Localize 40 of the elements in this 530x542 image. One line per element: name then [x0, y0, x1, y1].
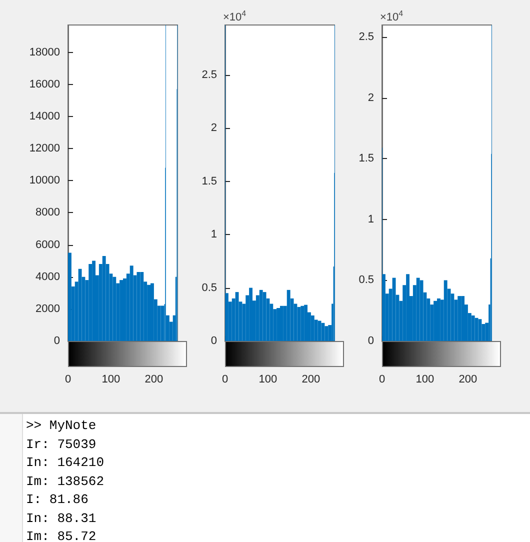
- x-tick-label: 0: [222, 374, 228, 386]
- y-tick-label: 0.5: [358, 274, 374, 286]
- y-tick-label: 12000: [29, 142, 60, 155]
- x-tick-label: 100: [258, 374, 278, 386]
- y-tick-label: 1: [210, 228, 217, 241]
- y-tick-label: 0: [54, 335, 60, 347]
- y-tick-label: 2.5: [358, 31, 374, 44]
- x-tick-label: 100: [416, 374, 434, 386]
- text: In: 164210: [26, 455, 104, 470]
- y-tick-label: 1.5: [202, 175, 217, 188]
- y-tick-label: 0: [210, 335, 217, 347]
- y-tick-label: 6000: [36, 238, 60, 251]
- text: I: 81.86: [26, 492, 88, 507]
- y-tick-label: 10000: [29, 174, 60, 187]
- y-tick-label: 4000: [36, 270, 60, 283]
- text: ×10$^{4}$: [380, 9, 404, 24]
- text: ×10$^{4}$: [223, 9, 246, 24]
- y-tick-label: 8000: [36, 206, 60, 219]
- x-tick-label: 0: [64, 374, 72, 386]
- x-tick-label: 200: [302, 374, 320, 386]
- text: Im: 85.72: [26, 529, 96, 542]
- y-tick-label: 2.5: [202, 69, 217, 82]
- text: Im: 138562: [26, 474, 104, 488]
- x-tick-label: 0: [378, 374, 386, 386]
- y-tick-label: 14000: [29, 110, 60, 122]
- x-tick-label: 100: [102, 374, 120, 386]
- y-tick-label: 2: [210, 122, 217, 134]
- y-tick-label: 0.5: [202, 282, 217, 294]
- text: Ir: 75039: [26, 436, 96, 452]
- y-tick-label: 1: [368, 213, 374, 226]
- y-tick-label: 1.5: [358, 152, 374, 165]
- y-tick-label: 18000: [29, 46, 60, 58]
- y-tick-label: 2000: [36, 302, 60, 315]
- y-tick-label: 0: [368, 335, 374, 347]
- y-tick-label: 2: [368, 92, 374, 104]
- text: In: 88.31: [26, 510, 96, 526]
- x-tick-label: 200: [144, 374, 164, 386]
- text: >> MyNote: [26, 418, 96, 433]
- y-tick-label: 16000: [29, 78, 60, 90]
- x-tick-label: 200: [458, 374, 478, 386]
